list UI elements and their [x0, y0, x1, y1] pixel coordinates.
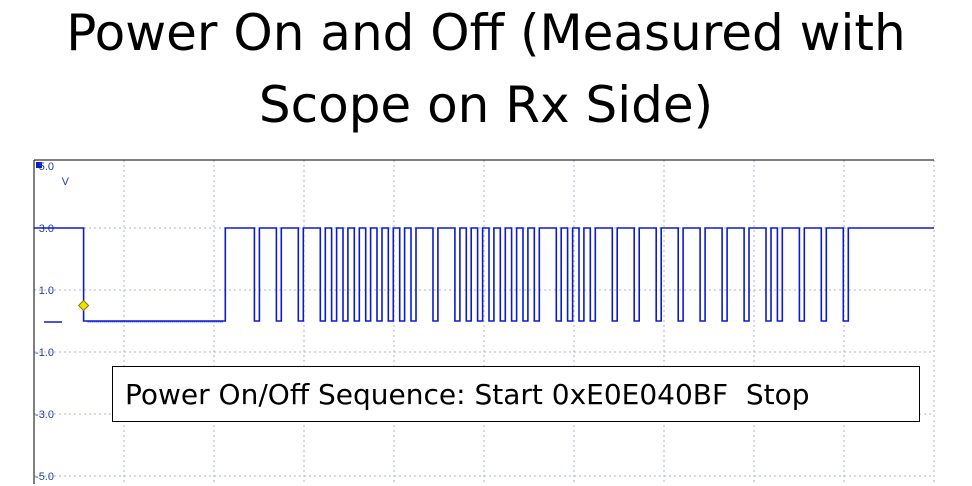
y-unit-label: V — [62, 176, 70, 188]
cursor-marker — [77, 299, 90, 312]
y-tick-label: 5.0 — [39, 161, 54, 173]
waveform-trace — [34, 227, 934, 322]
title-line-1: Power On and Off (Measured with — [66, 4, 906, 62]
title-line-2: Scope on Rx Side) — [258, 76, 714, 134]
square-icon — [36, 162, 42, 168]
y-tick-label: -5.0 — [35, 471, 54, 483]
y-tick-label: -1.0 — [35, 347, 54, 359]
y-tick-label: 3.0 — [39, 223, 54, 235]
y-tick-label: -3.0 — [35, 409, 54, 421]
annotation-box: Power On/Off Sequence: Start 0xE0E040BF … — [112, 366, 920, 422]
y-tick-label: 1.0 — [39, 285, 54, 297]
